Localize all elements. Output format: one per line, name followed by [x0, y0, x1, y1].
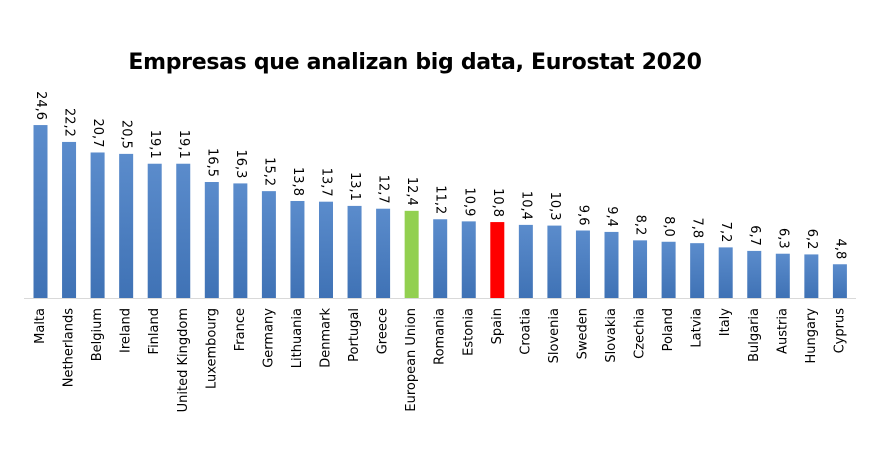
category-label-france: France [233, 308, 248, 351]
value-label-malta: 24,6 [33, 91, 48, 120]
bar-denmark [319, 201, 333, 298]
value-label-romania: 11,2 [433, 185, 448, 214]
value-label-portugal: 13,1 [347, 172, 362, 201]
value-label-croatia: 10,4 [518, 191, 533, 220]
category-label-czechia: Czechia [633, 308, 648, 359]
category-label-sweden: Sweden [575, 308, 590, 359]
bar-italy [718, 247, 733, 298]
value-label-greece: 12,7 [376, 175, 391, 204]
bar-germany [261, 191, 276, 298]
bar-slovakia [604, 231, 619, 298]
category-label-croatia: Croatia [518, 308, 533, 355]
category-label-hungary: Hungary [804, 308, 819, 364]
value-label-sweden: 9,6 [575, 205, 590, 226]
category-label-malta: Malta [33, 308, 48, 344]
category-label-estonia: Estonia [461, 308, 476, 356]
category-label-netherlands: Netherlands [62, 308, 77, 387]
category-label-bulgaria: Bulgaria [747, 308, 762, 362]
category-label-luxembourg: Luxembourg [204, 308, 219, 389]
category-label-cyprus: Cyprus [832, 308, 847, 354]
category-label-united-kingdom: United Kingdom [176, 308, 191, 412]
bar-czechia [633, 240, 648, 298]
bar-ireland [119, 153, 134, 298]
bar-malta [33, 125, 48, 298]
value-label-european-union: 12,4 [404, 177, 419, 206]
value-label-italy: 7,2 [718, 222, 733, 243]
category-label-romania: Romania [433, 308, 448, 365]
category-label-lithuania: Lithuania [290, 308, 305, 368]
category-label-poland: Poland [661, 308, 676, 351]
bar-latvia [690, 243, 705, 298]
bar-united-kingdom [176, 163, 191, 298]
bar-spain [490, 222, 505, 298]
value-label-austria: 6,3 [775, 228, 790, 249]
bar-finland [147, 163, 162, 298]
category-labels-group: Malta Netherlands Belgium Ireland Finland Uni… [33, 308, 847, 413]
category-label-denmark: Denmark [319, 308, 334, 368]
value-label-luxembourg: 16,5 [204, 148, 219, 177]
category-label-ireland: Ireland [119, 308, 134, 353]
category-label-italy: Italy [718, 308, 733, 337]
value-label-slovakia: 9,4 [604, 206, 619, 227]
value-label-bulgaria: 6,7 [747, 225, 762, 246]
category-label-germany: Germany [261, 308, 276, 368]
value-label-cyprus: 4,8 [832, 239, 847, 260]
value-label-netherlands: 22,2 [62, 108, 77, 137]
bar-hungary [804, 254, 819, 298]
bar-belgium [90, 152, 105, 298]
bar-portugal [347, 205, 362, 298]
value-label-belgium: 20,7 [90, 119, 105, 148]
value-label-spain: 10,8 [490, 188, 505, 217]
bar-european-union [404, 210, 419, 298]
bar-poland [661, 241, 676, 298]
bar-greece [376, 208, 391, 298]
value-label-latvia: 7,8 [690, 217, 705, 238]
bars-group [33, 125, 847, 298]
category-label-belgium: Belgium [90, 308, 105, 361]
value-label-finland: 19,1 [147, 130, 162, 159]
value-label-poland: 8,0 [661, 216, 676, 237]
bar-bulgaria [747, 250, 762, 298]
category-label-greece: Greece [376, 308, 391, 354]
bar-croatia [518, 224, 533, 298]
bar-france [233, 183, 248, 298]
bar-austria [775, 253, 790, 298]
value-label-united-kingdom: 19,1 [176, 130, 191, 159]
bar-estonia [461, 221, 476, 298]
category-label-portugal: Portugal [347, 308, 362, 362]
value-label-estonia: 10,9 [461, 187, 476, 216]
category-label-slovakia: Slovakia [604, 308, 619, 363]
chart-title: Empresas que analizan big data, Eurostat… [128, 50, 702, 75]
category-label-european-union: European Union [404, 308, 419, 412]
category-label-finland: Finland [147, 308, 162, 354]
value-label-germany: 15,2 [261, 157, 276, 186]
value-label-france: 16,3 [233, 149, 248, 178]
value-label-lithuania: 13,8 [290, 167, 305, 196]
bar-lithuania [290, 200, 305, 298]
value-label-slovenia: 10,3 [547, 192, 562, 221]
category-label-latvia: Latvia [690, 308, 705, 348]
value-label-denmark: 13,7 [319, 168, 334, 197]
value-labels-group: 24,6 22,2 20,7 20,5 19,1 19,1 16,5 16,3 15,2 13,8… [33, 91, 847, 259]
value-label-hungary: 6,2 [804, 229, 819, 250]
value-label-ireland: 20,5 [119, 120, 134, 149]
category-label-austria: Austria [775, 308, 790, 354]
bar-sweden [575, 230, 590, 298]
bar-slovenia [547, 225, 562, 298]
value-label-czechia: 8,2 [633, 215, 648, 236]
category-label-slovenia: Slovenia [547, 308, 562, 363]
bar-netherlands [62, 141, 77, 298]
category-label-spain: Spain [490, 308, 505, 344]
bar-romania [433, 219, 448, 298]
bar-luxembourg [204, 182, 219, 298]
bar-cyprus [832, 264, 847, 298]
